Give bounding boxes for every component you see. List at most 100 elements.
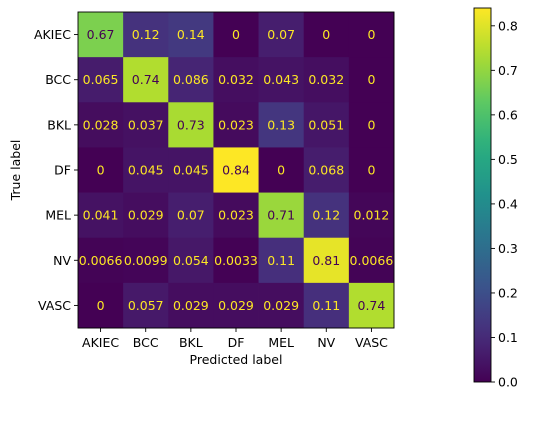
cell-value-label: 0.029 [128,208,164,223]
y-axis-label: True label [8,140,23,202]
heatmap-cell-akiec-bcc [123,12,169,58]
x-tick-label: VASC [355,335,388,350]
heatmap-cell-vasc-nv [303,282,350,329]
heatmap-cell-bcc-bkl [168,57,214,103]
heatmap-cell-df-nv [303,147,350,193]
cell-value-label: 0.043 [263,72,299,87]
heatmap-cell-nv-bcc [123,237,169,284]
y-axis-ticks: AKIEC BCC BKL DF MEL NV VASC [34,27,78,313]
cell-value-label: 0.0066 [79,253,123,268]
heatmap-cell-nv-vasc [348,237,395,284]
y-tick-label: MEL [45,208,71,223]
heatmap-cell-mel-nv [303,192,350,239]
heatmap-cell-akiec-akiec [78,12,124,58]
y-tick-label: BKL [47,117,71,132]
x-tick-label: DF [228,335,245,350]
cell-value-label: 0.14 [177,27,205,42]
cell-value-label: 0.029 [173,298,209,313]
cell-value-label: 0.11 [267,253,295,268]
heatmap-cell-vasc-mel [258,282,305,329]
colorbar-tick-label: 0.1 [498,330,518,345]
heatmap-cell-bcc-nv [303,57,350,103]
heatmap-cell-df-vasc [348,147,395,193]
cell-value-label: 0.12 [312,208,340,223]
cell-value-label: 0 [97,298,105,313]
heatmap-cell-df-df [213,147,259,193]
heatmap-cell-akiec-bkl [168,12,214,58]
colorbar [473,7,492,383]
heatmap-cell-bkl-df [213,102,259,148]
cell-value-label: 0.028 [83,117,119,132]
cell-value-label: 0.029 [218,298,254,313]
cell-value-label: 0.71 [267,208,295,223]
heatmap-cell-vasc-bkl [168,282,214,329]
cell-value-label: 0.086 [173,72,209,87]
cell-value-label: 0.023 [218,208,254,223]
cell-value-label: 0.068 [308,163,344,178]
heatmap-cell-values: 0.67 0.12 0.14 0 0.07 0 0 0.065 0.74 0.086 0.032 0.… [79,27,394,313]
heatmap-cell-bkl-bcc [123,102,169,148]
heatmap-cell-nv-nv [303,237,350,284]
x-tick-label: BCC [133,335,159,350]
heatmap-cell-akiec-vasc [348,12,395,58]
cell-value-label: 0.057 [128,298,164,313]
colorbar-tick-label: 0.7 [498,63,518,78]
cell-value-label: 0.037 [128,117,164,132]
x-tick-label: AKIEC [82,335,119,350]
heatmap-cell-bcc-mel [258,57,305,103]
x-tick-label: BKL [179,335,203,350]
colorbar-tick-label: 0.5 [498,152,518,167]
heatmap-cell-bkl-mel [258,102,305,148]
heatmap-cell-df-mel [258,147,305,193]
y-tick-label: AKIEC [34,27,71,42]
cell-value-label: 0.029 [263,298,299,313]
heatmap-cell-mel-df [213,192,259,239]
cell-value-label: 0.84 [222,163,250,178]
y-tick-label: DF [54,163,71,178]
cell-value-label: 0.07 [267,27,295,42]
cell-value-label: 0 [322,27,330,42]
colorbar-tick-label: 0.4 [498,196,518,211]
colorbar-tick-label: 0.3 [498,241,518,256]
heatmap-cell-bkl-akiec [78,102,124,148]
cell-value-label: 0.0033 [214,253,258,268]
colorbar-tick-label: 0.2 [498,285,518,300]
heatmap-cell-mel-bcc [123,192,169,239]
cell-value-label: 0 [277,163,285,178]
y-tick-label: VASC [38,298,71,313]
cell-value-label: 0.051 [308,117,344,132]
heatmap-cell-mel-akiec [78,192,124,239]
cell-value-label: 0.0066 [350,253,394,268]
heatmap-cell-akiec-df [213,12,259,58]
cell-value-label: 0.0099 [124,253,168,268]
heatmap-cell-bkl-nv [303,102,350,148]
cell-value-label: 0 [367,117,375,132]
heatmap-cell-nv-bkl [168,237,214,284]
cell-value-label: 0.13 [267,117,295,132]
y-tick-label: NV [53,253,71,268]
heatmap-cells [78,12,395,329]
cell-value-label: 0.74 [358,298,386,313]
heatmap-cell-nv-mel [258,237,305,284]
cell-value-label: 0.73 [177,117,205,132]
cell-value-label: 0.07 [177,208,205,223]
x-tick-label: MEL [268,335,294,350]
heatmap-cell-mel-bkl [168,192,214,239]
colorbar-ticks: 0.0 0.1 0.2 0.3 0.4 0.5 0.6 0.7 0.8 [491,18,518,390]
heatmap-cell-bcc-bcc [123,57,169,103]
colorbar-tick-label: 0.6 [498,107,518,122]
heatmap-cell-vasc-akiec [78,282,124,329]
x-axis-ticks: AKIEC BCC BKL DF MEL NV VASC [82,328,388,350]
heatmap-cell-akiec-mel [258,12,305,58]
colorbar-tick-label: 0.0 [498,375,518,390]
heatmap-cell-nv-df [213,237,259,284]
heatmap-cell-vasc-vasc [348,282,395,329]
y-tick-label: BCC [45,72,71,87]
cell-value-label: 0.065 [83,72,119,87]
colorbar-tick-label: 0.8 [498,18,518,33]
heatmap-cell-vasc-df [213,282,259,329]
cell-value-label: 0 [232,27,240,42]
cell-value-label: 0.12 [132,27,160,42]
heatmap-cell-df-bkl [168,147,214,193]
